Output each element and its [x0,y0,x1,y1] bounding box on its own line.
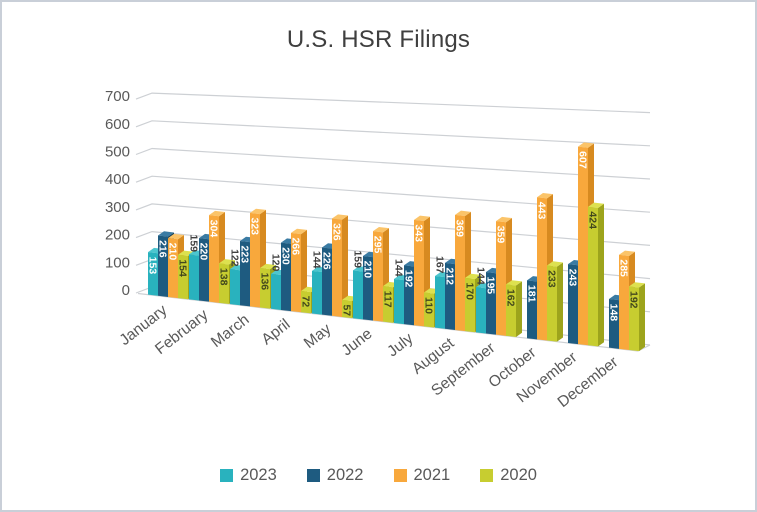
bar-label-may-2020: 57 [341,304,353,316]
bar-group-may [312,214,358,319]
y-axis-label-0: 0 [122,282,130,299]
bar-label-october-2022: 181 [526,285,538,303]
bar-label-september-2022: 195 [485,277,497,295]
bar-label-january-2021: 210 [167,243,179,261]
bar-label-april-2021: 266 [290,238,302,256]
legend-item-2022: 2022 [306,465,364,485]
x-axis-label-may: May [301,320,335,352]
legend-item-2021: 2021 [393,465,451,485]
gridline-300 [135,203,651,246]
bar-label-august-2020: 170 [464,282,476,300]
bar-label-may-2021: 326 [331,223,343,241]
x-axis-label-march: March [208,311,252,351]
bar-label-september-2020: 162 [505,289,517,307]
y-axis-label-400: 400 [105,171,130,188]
bar-group-september [476,216,522,337]
bar-november-2020 [588,202,604,347]
bar-december-2020 [629,282,645,352]
bar-may-2021 [332,214,348,317]
legend: 2023 2022 2021 2020 [2,460,755,490]
x-axis-label-june: June [338,325,375,359]
legend-label-2023: 2023 [240,465,277,484]
bar-label-march-2022: 223 [239,246,251,264]
bar-label-january-2023: 153 [146,257,158,275]
bar-label-october-2021: 443 [536,202,548,220]
y-axis-label-700: 700 [105,88,130,105]
bar-label-june-2023: 159 [352,250,364,268]
bar-label-february-2020: 138 [218,268,230,286]
bar-label-may-2022: 226 [321,252,333,270]
bar-group-april [271,228,317,314]
y-axis-label-500: 500 [105,144,130,161]
gridline-400 [135,175,651,213]
y-axis-label-100: 100 [105,254,130,271]
legend-label-2020: 2020 [500,465,537,484]
bars [148,142,645,352]
bar-group-march [230,208,276,309]
bar-label-july-2021: 343 [413,224,425,242]
legend-swatch-2023 [220,468,234,482]
bar-group-october [527,193,563,342]
bar-label-july-2022: 192 [403,270,415,288]
gridline-700 [135,92,651,114]
legend-swatch-2022 [306,468,320,482]
bar-label-september-2023: 144 [475,267,487,285]
legend-swatch-2020 [480,468,494,482]
bar-label-april-2023: 120 [270,254,282,272]
bar-label-september-2021: 359 [495,226,507,244]
bar-label-november-2021: 607 [577,151,589,169]
legend-item-2020: 2020 [480,466,537,485]
bar-september-2020 [506,280,522,337]
bar-group-august [435,210,481,333]
bar-label-july-2020: 110 [423,297,435,314]
bar-group-november [568,142,604,347]
gridline-500 [135,147,651,180]
y-axis-label-200: 200 [105,227,130,244]
bar-label-june-2021: 295 [372,236,384,254]
bar-label-march-2021: 323 [249,218,261,236]
y-axis-label-600: 600 [105,116,130,133]
bar-label-december-2022: 148 [608,304,620,322]
x-axis-label-april: April [259,316,294,348]
bar-label-march-2020: 136 [259,273,271,291]
bar-label-june-2022: 210 [362,261,374,279]
bar-label-march-2023: 122 [229,249,241,267]
legend-swatch-2021 [393,468,407,482]
chart-title: U.S. HSR Filings [286,26,471,53]
bar-october-2020 [547,261,563,342]
bar-label-february-2023: 159 [188,234,200,252]
bar-label-february-2021: 304 [208,220,220,238]
bar-label-july-2023: 144 [393,259,405,277]
bar-label-november-2020: 424 [587,211,599,229]
bar-label-august-2023: 167 [434,256,446,274]
bar-group-june [353,226,399,323]
bar-label-june-2020: 117 [382,291,394,308]
bar-label-november-2022: 243 [567,269,579,287]
bar-label-may-2023: 144 [311,251,323,269]
legend-label-2021: 2021 [413,465,451,484]
bar-label-august-2021: 369 [454,219,466,237]
bar-label-april-2020: 72 [300,296,312,308]
bar-label-august-2022: 212 [444,267,456,285]
bar-group-december [609,250,645,352]
y-axis-label-300: 300 [105,199,130,216]
bar-label-december-2020: 192 [628,291,640,309]
bar-labels: 1532162101541592203041381222233231361202… [146,151,639,321]
gridline-200 [135,230,651,280]
bar-label-october-2020: 233 [546,270,558,288]
bar-label-december-2021: 285 [618,259,630,277]
bar-label-january-2020: 154 [177,259,189,277]
gridline-600 [135,120,651,147]
bar-label-january-2022: 216 [157,240,169,258]
bar-label-february-2022: 220 [198,243,210,261]
legend-item-2023: 2023 [220,466,277,485]
bar-label-april-2022: 230 [280,247,292,265]
legend-label-2022: 2022 [326,465,364,484]
x-axis-label-july: July [384,330,416,361]
